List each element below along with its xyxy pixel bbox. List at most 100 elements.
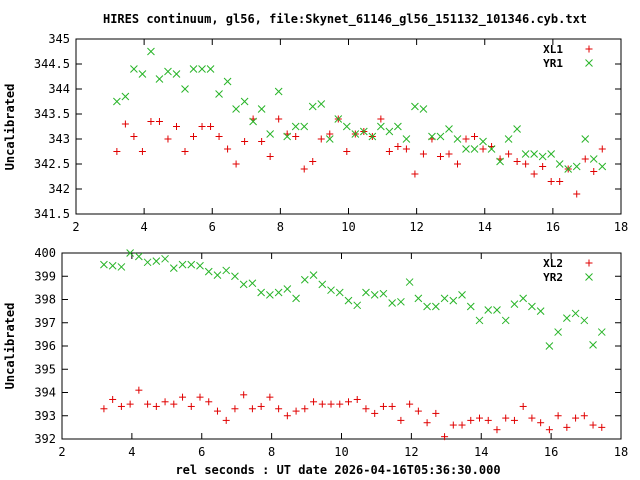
data-point — [502, 414, 510, 422]
data-point — [436, 132, 445, 141]
data-point — [257, 288, 265, 297]
data-point — [536, 307, 545, 315]
data-point — [224, 145, 232, 153]
data-point — [432, 409, 440, 417]
y-tick-label: 393 — [34, 409, 56, 423]
data-point — [528, 414, 536, 422]
legend-label: XL1 — [543, 43, 563, 56]
data-point — [155, 75, 164, 83]
data-point — [528, 302, 536, 311]
data-point — [394, 143, 402, 150]
data-point — [470, 145, 479, 153]
data-point — [240, 391, 248, 399]
data-point — [275, 405, 283, 413]
x-tick-label: 2 — [72, 220, 79, 234]
series-xl2 — [100, 386, 606, 441]
data-point — [172, 123, 180, 130]
data-point — [147, 47, 155, 56]
legend-marker — [585, 59, 593, 67]
data-point — [344, 296, 353, 305]
data-point — [563, 423, 571, 431]
data-point — [215, 90, 223, 98]
data-point — [589, 421, 597, 429]
data-point — [344, 398, 352, 406]
data-point — [370, 290, 379, 299]
data-point — [222, 266, 231, 275]
data-point — [484, 306, 493, 314]
data-point — [292, 294, 300, 303]
data-point — [423, 419, 431, 427]
data-point — [189, 65, 198, 73]
data-point — [467, 416, 475, 424]
data-point — [547, 178, 555, 185]
data-point — [207, 123, 215, 130]
data-point — [336, 400, 344, 408]
legend-marker — [585, 259, 593, 267]
data-point — [266, 130, 275, 138]
data-point — [371, 409, 379, 417]
data-point — [598, 423, 606, 431]
data-point — [581, 135, 590, 143]
data-point — [266, 153, 274, 160]
data-point — [222, 416, 230, 424]
x-tick-label: 14 — [478, 220, 492, 234]
data-point — [196, 393, 204, 401]
data-point — [257, 105, 266, 113]
data-point — [325, 135, 334, 143]
data-point — [359, 127, 368, 136]
data-point — [258, 138, 266, 145]
data-point — [138, 70, 147, 78]
data-point — [556, 178, 564, 185]
data-point — [241, 138, 249, 145]
data-point — [249, 117, 257, 126]
data-point — [147, 118, 155, 125]
x-tick-label: 8 — [268, 445, 275, 459]
data-point — [100, 405, 108, 413]
data-point — [484, 416, 492, 424]
data-point — [143, 258, 152, 267]
data-point — [405, 278, 414, 286]
data-point — [309, 271, 318, 279]
data-point — [562, 314, 571, 322]
data-point — [521, 150, 530, 158]
data-point — [206, 65, 215, 73]
data-point — [239, 280, 248, 289]
data-point — [406, 400, 414, 408]
data-point — [466, 302, 475, 311]
data-point — [487, 145, 496, 153]
data-point — [431, 302, 440, 311]
data-point — [161, 254, 169, 263]
x-tick-label: 18 — [614, 220, 628, 234]
data-point — [152, 402, 160, 410]
data-point — [196, 261, 204, 270]
series-yr1 — [113, 47, 607, 173]
data-point — [454, 160, 461, 168]
data-point — [449, 296, 458, 305]
data-point — [231, 272, 239, 281]
data-point — [152, 257, 161, 265]
data-point — [397, 297, 405, 306]
data-point — [172, 70, 181, 78]
data-point — [300, 275, 309, 284]
data-point — [130, 133, 138, 140]
data-point — [522, 160, 530, 168]
data-point — [231, 405, 239, 413]
data-point — [257, 402, 265, 410]
data-point — [471, 133, 479, 140]
x-tick-label: 12 — [404, 445, 418, 459]
data-point — [539, 163, 547, 170]
data-point — [445, 125, 453, 133]
data-point — [308, 102, 317, 111]
data-point — [598, 162, 607, 171]
data-point — [283, 132, 292, 141]
legend-label: XL2 — [543, 257, 563, 270]
series-xl1 — [113, 115, 606, 198]
data-point — [138, 148, 146, 155]
data-point — [598, 145, 606, 153]
x-tick-label: 2 — [58, 445, 65, 459]
data-point — [462, 145, 470, 153]
x-tick-label: 18 — [614, 445, 628, 459]
data-point — [445, 150, 453, 158]
data-point — [327, 400, 335, 408]
data-point — [573, 190, 581, 198]
